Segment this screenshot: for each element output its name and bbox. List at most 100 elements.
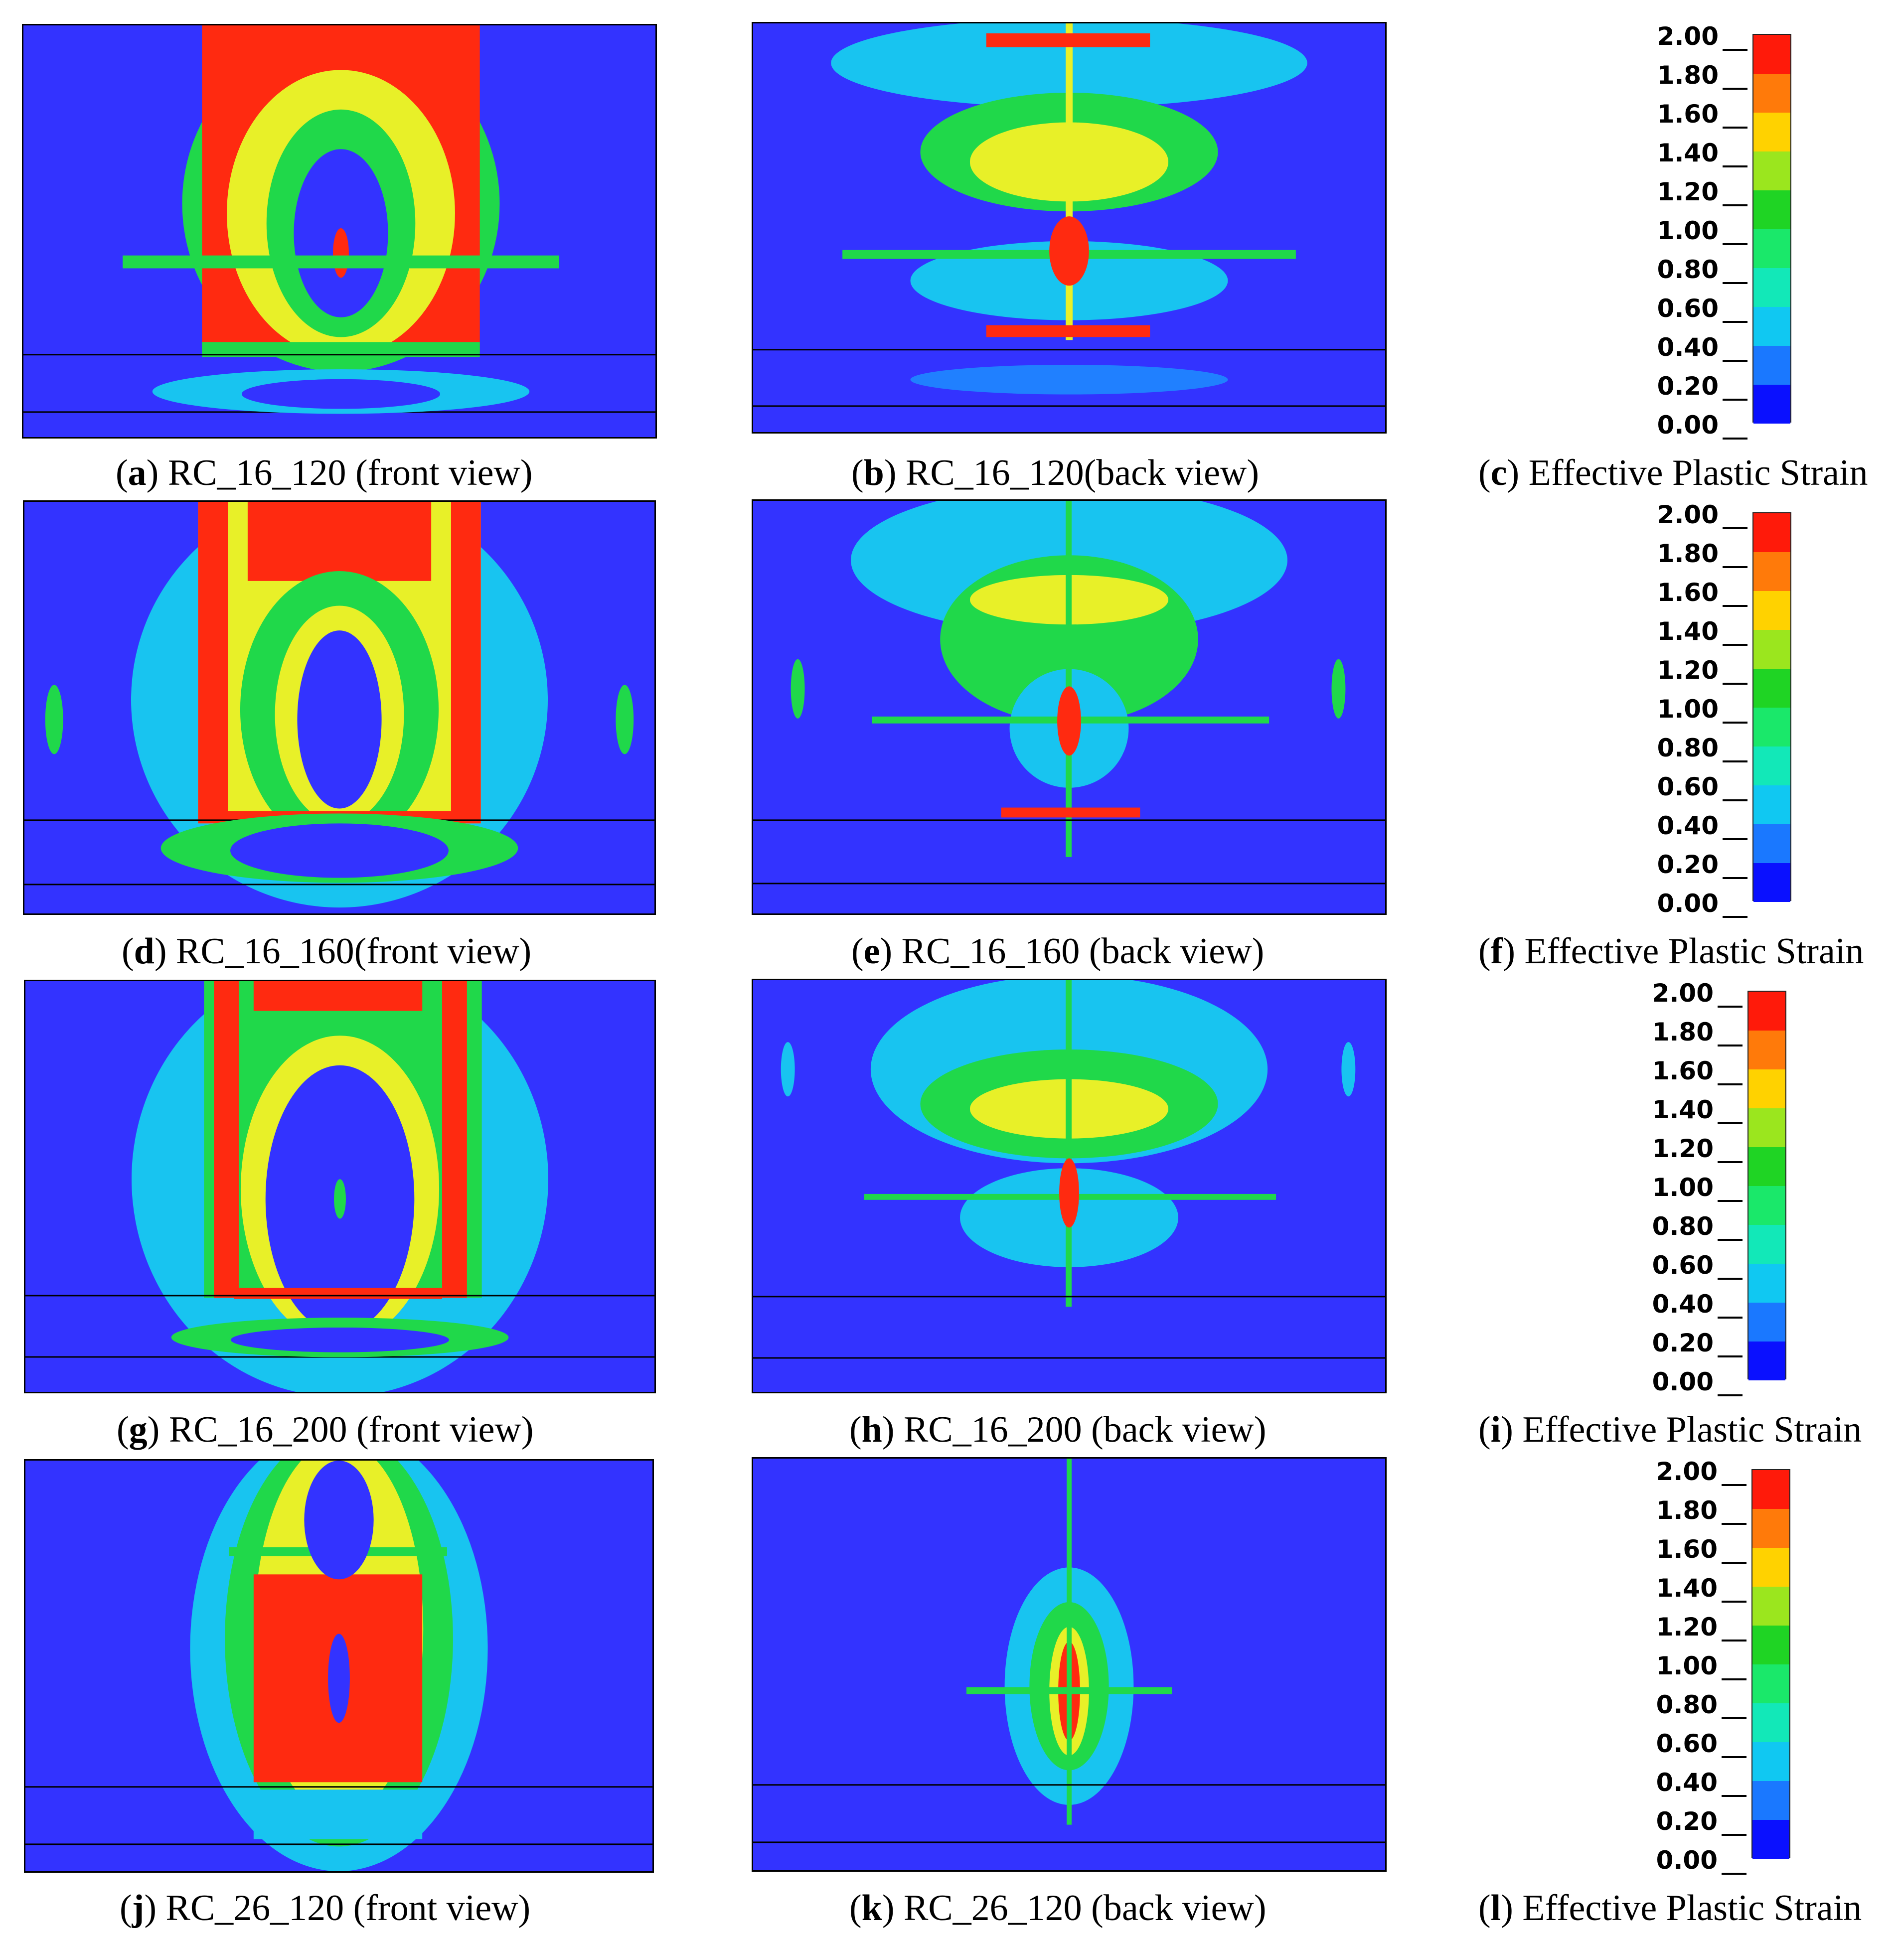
- legend-color-segment: [1753, 229, 1790, 268]
- legend-tick-label: 2.00: [1656, 1457, 1718, 1486]
- legend-tick-mark: [1722, 1678, 1746, 1680]
- legend-color-segment: [1748, 1108, 1785, 1147]
- legend-color-segment: [1752, 1819, 1789, 1859]
- legend-color-segment: [1752, 1664, 1789, 1703]
- legend-color-segment: [1753, 552, 1790, 591]
- caption-e: (e) RC_16_160 (back view): [851, 931, 1265, 972]
- legend-tick-label: 1.80: [1657, 539, 1719, 568]
- legend-tick-label: 1.80: [1652, 1018, 1714, 1046]
- legend-tick-mark: [1718, 1200, 1743, 1202]
- legend-tick-mark: [1718, 1122, 1743, 1124]
- legend-tick-label: 2.00: [1652, 979, 1714, 1008]
- legend-tick-mark: [1723, 438, 1747, 440]
- legend-tick-label: 1.80: [1657, 61, 1719, 90]
- legend-tick-mark: [1723, 360, 1747, 362]
- legend-tick-label: 1.20: [1652, 1134, 1714, 1163]
- legend-color-segment: [1752, 1586, 1789, 1626]
- legend-tick-label: 0.80: [1656, 1690, 1718, 1719]
- legend-tick-mark: [1722, 1873, 1746, 1875]
- legend-color-segment: [1752, 1547, 1789, 1587]
- legend-tick-label: 0.60: [1652, 1251, 1714, 1280]
- legend-tick-label: 1.40: [1657, 617, 1719, 646]
- legend-tick-label: 1.00: [1652, 1173, 1714, 1202]
- legend-color-segment: [1753, 785, 1790, 824]
- legend-color-segment: [1748, 1030, 1785, 1069]
- legend-tick-label: 1.40: [1652, 1095, 1714, 1124]
- legend-color-segment: [1748, 991, 1785, 1031]
- legend-tick-label: 2.00: [1657, 500, 1719, 529]
- legend-tick-label: 0.60: [1656, 1729, 1718, 1758]
- legend-color-segment: [1748, 1147, 1785, 1186]
- legend-tick-label: 1.40: [1656, 1574, 1718, 1603]
- legend-tick-label: 0.40: [1657, 811, 1719, 840]
- color-legend-l: 2.00 1.80 1.60 1.40 1.20 1.00 0.80 0.60 0.40 0.20…: [1603, 1457, 1797, 1875]
- legend-tick-mark: [1723, 916, 1747, 918]
- legend-tick-label: 1.20: [1656, 1613, 1718, 1642]
- legend-color-segment: [1753, 513, 1790, 552]
- panel-e-back-view: [752, 499, 1387, 915]
- legend-tick-mark: [1723, 399, 1747, 401]
- legend-tick-mark: [1722, 1562, 1746, 1564]
- legend-tick-label: 1.20: [1657, 177, 1719, 206]
- legend-tick-label: 1.60: [1657, 578, 1719, 607]
- legend-tick-label: 0.20: [1657, 372, 1719, 401]
- legend-color-segment: [1753, 73, 1790, 113]
- legend-tick-mark: [1718, 1006, 1743, 1008]
- legend-tick-mark: [1718, 1317, 1743, 1319]
- legend-tick-mark: [1718, 1239, 1743, 1241]
- caption-k: (k) RC_26_120 (back view): [849, 1888, 1267, 1929]
- caption-c: (c) Effective Plastic Strain: [1478, 452, 1868, 493]
- legend-tick-mark: [1718, 1161, 1743, 1163]
- legend-tick-mark: [1723, 566, 1747, 568]
- legend-color-segment: [1753, 746, 1790, 785]
- legend-tick-mark: [1722, 1640, 1746, 1642]
- panel-g-front-view: [24, 980, 656, 1393]
- legend-color-segment: [1752, 1508, 1789, 1548]
- legend-color-segment: [1753, 345, 1790, 385]
- legend-tick-mark: [1723, 527, 1747, 529]
- caption-g: (g) RC_16_200 (front view): [117, 1409, 534, 1450]
- color-legend-f: 2.00 1.80 1.60 1.40 1.20 1.00 0.80 0.60 0.40 0.20…: [1604, 500, 1798, 918]
- legend-tick-mark: [1722, 1834, 1746, 1836]
- panel-h-back-view: [752, 979, 1387, 1393]
- legend-color-segment: [1753, 384, 1790, 424]
- legend-tick-label: 0.20: [1652, 1329, 1714, 1357]
- legend-tick-mark: [1723, 722, 1747, 724]
- contour-plot-e: [753, 501, 1385, 913]
- legend-tick-label: 1.40: [1657, 139, 1719, 167]
- legend-color-segment: [1753, 824, 1790, 863]
- legend-tick-mark: [1723, 204, 1747, 206]
- legend-color-bar: [1752, 512, 1791, 902]
- contour-plot-h: [753, 980, 1385, 1392]
- panel-d-front-view: [23, 500, 656, 915]
- legend-color-segment: [1748, 1186, 1785, 1225]
- legend-tick-mark: [1723, 644, 1747, 646]
- caption-f: (f) Effective Plastic Strain: [1478, 931, 1864, 972]
- legend-tick-mark: [1718, 1394, 1743, 1396]
- legend-tick-mark: [1723, 127, 1747, 129]
- caption-a: (a) RC_16_120 (front view): [116, 452, 533, 493]
- legend-tick-mark: [1723, 683, 1747, 685]
- legend-color-segment: [1748, 1224, 1785, 1264]
- caption-i: (i) Effective Plastic Strain: [1478, 1409, 1862, 1450]
- contour-plot-g: [25, 981, 654, 1392]
- legend-tick-label: 1.80: [1656, 1496, 1718, 1525]
- contour-plot-j: [25, 1461, 652, 1871]
- legend-tick-label: 1.00: [1657, 695, 1719, 724]
- legend-tick-label: 0.40: [1656, 1768, 1718, 1797]
- legend-tick-label: 1.00: [1657, 216, 1719, 245]
- contour-plot-a: [23, 25, 655, 437]
- legend-color-segment: [1753, 629, 1790, 669]
- legend-tick-label: 0.60: [1657, 294, 1719, 323]
- legend-color-segment: [1753, 707, 1790, 746]
- legend-tick-label: 0.80: [1657, 255, 1719, 284]
- legend-tick-mark: [1723, 282, 1747, 284]
- legend-tick-mark: [1718, 1355, 1743, 1357]
- legend-tick-mark: [1718, 1045, 1743, 1046]
- legend-color-segment: [1752, 1742, 1789, 1781]
- legend-color-segment: [1748, 1341, 1785, 1380]
- legend-color-segment: [1753, 112, 1790, 151]
- legend-tick-label: 2.00: [1657, 22, 1719, 51]
- caption-h: (h) RC_16_200 (back view): [849, 1409, 1267, 1450]
